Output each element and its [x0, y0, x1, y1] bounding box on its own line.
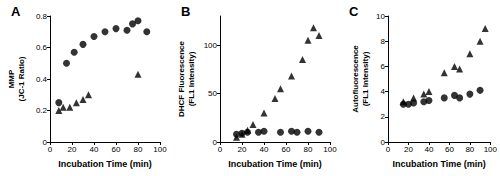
svg-text:100: 100: [153, 145, 167, 154]
svg-text:10: 10: [376, 12, 385, 21]
svg-text:DHCF Fluorescence: DHCF Fluorescence: [177, 40, 186, 117]
svg-text:100: 100: [484, 145, 498, 154]
svg-text:(JC-1 Ratio): (JC-1 Ratio): [17, 56, 26, 101]
svg-text:0.6: 0.6: [36, 43, 48, 52]
svg-text:B: B: [181, 4, 190, 19]
svg-text:60: 60: [445, 145, 454, 154]
svg-text:0.8: 0.8: [36, 12, 48, 21]
svg-text:40: 40: [90, 145, 99, 154]
svg-text:0: 0: [218, 145, 223, 154]
svg-text:0.2: 0.2: [36, 106, 48, 115]
svg-text:A: A: [11, 4, 21, 19]
svg-text:60: 60: [282, 145, 291, 154]
svg-text:60: 60: [112, 145, 121, 154]
svg-text:100: 100: [323, 145, 337, 154]
svg-text:(FL1 Intensity): (FL1 Intensity): [187, 51, 196, 106]
svg-text:C: C: [349, 4, 359, 19]
svg-text:80: 80: [304, 145, 313, 154]
svg-text:Incubation Time (min): Incubation Time (min): [228, 159, 321, 169]
svg-text:50: 50: [208, 89, 217, 98]
svg-text:MMP: MMP: [7, 69, 16, 88]
svg-text:8: 8: [381, 37, 386, 46]
svg-text:80: 80: [134, 145, 143, 154]
svg-text:40: 40: [260, 145, 269, 154]
svg-text:4: 4: [381, 87, 386, 96]
svg-text:20: 20: [238, 145, 247, 154]
svg-text:(FL1 Intensity): (FL1 Intensity): [361, 51, 370, 106]
svg-text:0: 0: [386, 145, 391, 154]
svg-text:6: 6: [381, 62, 386, 71]
svg-text:0: 0: [48, 145, 53, 154]
svg-text:Incubation Time (min): Incubation Time (min): [392, 159, 485, 169]
svg-text:20: 20: [68, 145, 77, 154]
svg-text:0: 0: [380, 137, 385, 147]
svg-text:Autofluorescence: Autofluorescence: [351, 45, 360, 113]
svg-text:40: 40: [424, 145, 433, 154]
svg-text:2: 2: [381, 112, 386, 121]
svg-text:0: 0: [42, 137, 47, 147]
svg-text:Incubation Time (min): Incubation Time (min): [58, 159, 151, 169]
svg-text:80: 80: [465, 145, 474, 154]
svg-text:0: 0: [212, 137, 217, 147]
svg-text:0.4: 0.4: [36, 75, 48, 84]
svg-text:100: 100: [204, 41, 218, 50]
svg-text:20: 20: [404, 145, 413, 154]
